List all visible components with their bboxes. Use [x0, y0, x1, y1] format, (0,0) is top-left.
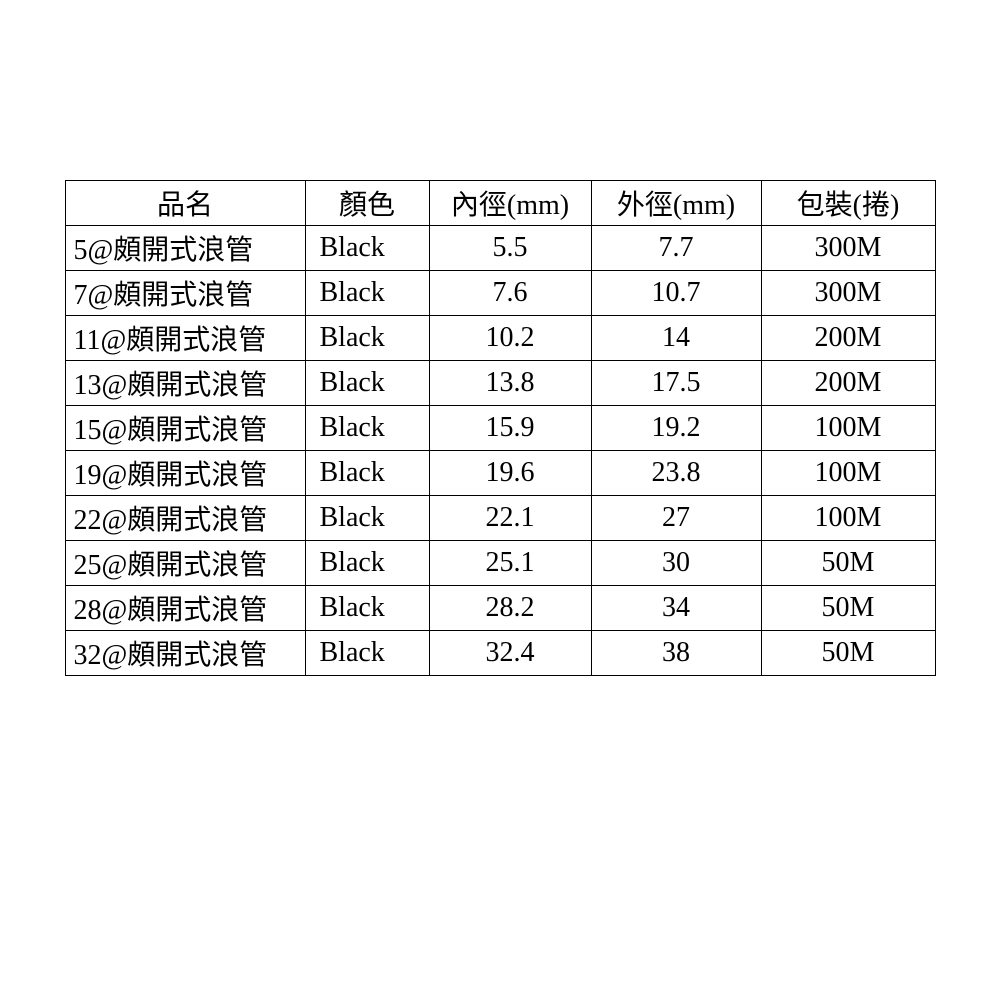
col-header-inner-diameter: 內徑(mm): [429, 181, 591, 226]
cell-outer-diameter: 10.7: [591, 271, 761, 316]
table-header-row: 品名 顏色 內徑(mm) 外徑(mm) 包裝(捲): [65, 181, 935, 226]
cell-color: Black: [305, 496, 429, 541]
cell-inner-diameter: 28.2: [429, 586, 591, 631]
cell-packaging: 200M: [761, 361, 935, 406]
cell-packaging: 300M: [761, 226, 935, 271]
table-row: 13@頗開式浪管 Black 13.8 17.5 200M: [65, 361, 935, 406]
cell-inner-diameter: 7.6: [429, 271, 591, 316]
table-row: 5@頗開式浪管 Black 5.5 7.7 300M: [65, 226, 935, 271]
col-header-outer-diameter: 外徑(mm): [591, 181, 761, 226]
cell-packaging: 100M: [761, 406, 935, 451]
cell-outer-diameter: 23.8: [591, 451, 761, 496]
cell-inner-diameter: 19.6: [429, 451, 591, 496]
cell-packaging: 300M: [761, 271, 935, 316]
cell-packaging: 100M: [761, 496, 935, 541]
table-row: 19@頗開式浪管 Black 19.6 23.8 100M: [65, 451, 935, 496]
cell-outer-diameter: 27: [591, 496, 761, 541]
table-row: 7@頗開式浪管 Black 7.6 10.7 300M: [65, 271, 935, 316]
cell-name: 32@頗開式浪管: [65, 631, 305, 676]
cell-outer-diameter: 30: [591, 541, 761, 586]
cell-name: 5@頗開式浪管: [65, 226, 305, 271]
cell-inner-diameter: 10.2: [429, 316, 591, 361]
cell-color: Black: [305, 361, 429, 406]
cell-outer-diameter: 38: [591, 631, 761, 676]
cell-color: Black: [305, 271, 429, 316]
cell-name: 11@頗開式浪管: [65, 316, 305, 361]
cell-name: 19@頗開式浪管: [65, 451, 305, 496]
cell-color: Black: [305, 451, 429, 496]
cell-name: 28@頗開式浪管: [65, 586, 305, 631]
cell-color: Black: [305, 316, 429, 361]
cell-name: 25@頗開式浪管: [65, 541, 305, 586]
cell-packaging: 100M: [761, 451, 935, 496]
cell-color: Black: [305, 406, 429, 451]
table-row: 28@頗開式浪管 Black 28.2 34 50M: [65, 586, 935, 631]
cell-color: Black: [305, 631, 429, 676]
cell-packaging: 50M: [761, 631, 935, 676]
cell-color: Black: [305, 586, 429, 631]
table-row: 11@頗開式浪管 Black 10.2 14 200M: [65, 316, 935, 361]
table-row: 32@頗開式浪管 Black 32.4 38 50M: [65, 631, 935, 676]
cell-inner-diameter: 15.9: [429, 406, 591, 451]
spec-table: 品名 顏色 內徑(mm) 外徑(mm) 包裝(捲) 5@頗開式浪管 Black …: [65, 180, 936, 676]
cell-name: 22@頗開式浪管: [65, 496, 305, 541]
cell-packaging: 200M: [761, 316, 935, 361]
cell-outer-diameter: 17.5: [591, 361, 761, 406]
cell-inner-diameter: 22.1: [429, 496, 591, 541]
cell-color: Black: [305, 541, 429, 586]
table-row: 22@頗開式浪管 Black 22.1 27 100M: [65, 496, 935, 541]
cell-inner-diameter: 5.5: [429, 226, 591, 271]
cell-inner-diameter: 13.8: [429, 361, 591, 406]
cell-outer-diameter: 19.2: [591, 406, 761, 451]
cell-color: Black: [305, 226, 429, 271]
cell-outer-diameter: 7.7: [591, 226, 761, 271]
cell-name: 7@頗開式浪管: [65, 271, 305, 316]
col-header-packaging: 包裝(捲): [761, 181, 935, 226]
table-row: 15@頗開式浪管 Black 15.9 19.2 100M: [65, 406, 935, 451]
cell-packaging: 50M: [761, 541, 935, 586]
cell-inner-diameter: 25.1: [429, 541, 591, 586]
col-header-color: 顏色: [305, 181, 429, 226]
cell-name: 13@頗開式浪管: [65, 361, 305, 406]
table-row: 25@頗開式浪管 Black 25.1 30 50M: [65, 541, 935, 586]
cell-outer-diameter: 14: [591, 316, 761, 361]
table-body: 5@頗開式浪管 Black 5.5 7.7 300M 7@頗開式浪管 Black…: [65, 226, 935, 676]
col-header-name: 品名: [65, 181, 305, 226]
cell-name: 15@頗開式浪管: [65, 406, 305, 451]
cell-inner-diameter: 32.4: [429, 631, 591, 676]
cell-packaging: 50M: [761, 586, 935, 631]
cell-outer-diameter: 34: [591, 586, 761, 631]
